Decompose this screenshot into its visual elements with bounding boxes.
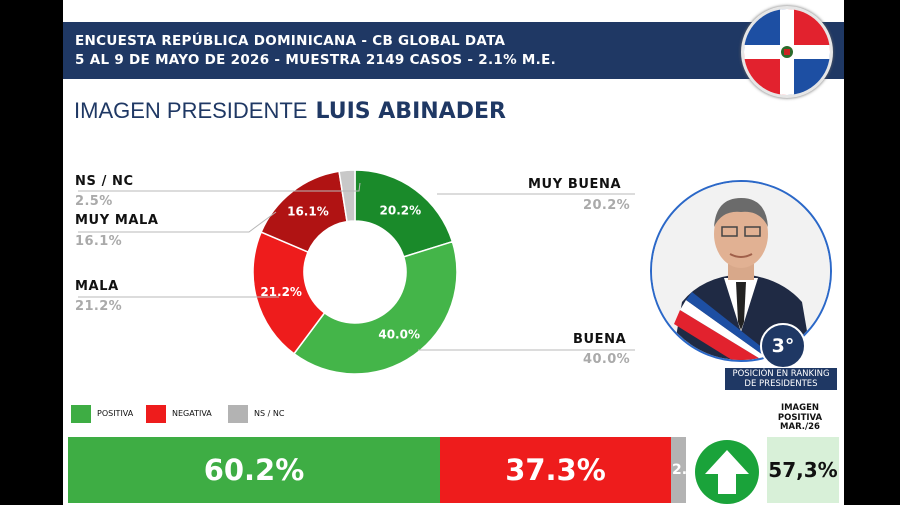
legend-swatch-ns-nc [228,405,248,423]
president-name: LUIS ABINADER [315,99,506,124]
donut-slice-label: 40.0% [378,327,420,341]
bar-segment-label: 2.5 [672,462,686,478]
leader-muy-mala [78,211,277,233]
value-mala: 21.2% [75,299,123,314]
value-ns-nc: 2.5% [75,194,113,209]
bar-segment-label: 60.2% [203,453,305,487]
label-buena: BUENA [573,332,627,347]
survey-title: ENCUESTA REPÚBLICA DOMINICANA - CB GLOBA… [75,33,506,49]
donut-slice-ns-nc [338,169,356,223]
ranking-caption-line1: POSICIÓN EN RANKING [732,369,830,379]
ranking-badge: 3° [760,323,806,369]
donut-slice-label: 16.1% [287,205,329,219]
infographic: ENCUESTA REPÚBLICA DOMINICANA - CB GLOBA… [63,0,844,505]
survey-details: 5 AL 9 DE MAYO DE 2026 - MUESTRA 2149 CA… [75,52,557,68]
label-muy-buena: MUY BUENA [528,177,622,192]
donut-slice-buena [292,240,458,375]
label-mala: MALA [75,279,119,294]
legend-label-negativa: NEGATIVA [172,409,212,418]
arrow-up-icon [695,440,759,504]
header-banner: ENCUESTA REPÚBLICA DOMINICANA - CB GLOBA… [63,22,844,79]
imagen-positiva-line2: POSITIVA [777,412,823,423]
legend-swatch-negativa [146,405,166,423]
imagen-positiva-line3: MAR./26 [780,422,820,432]
donut-slice-label: 21.2% [260,285,302,299]
value-muy-buena: 20.2% [583,198,631,213]
ranking-caption-line2: DE PRESIDENTES [744,379,818,389]
bar-segment-negativa: 37.3% [440,437,671,503]
label-muy-mala: MUY MALA [75,213,159,228]
donut-slice-label: 20.2% [380,203,422,217]
bar-segment-ns-nc: 2.5 [671,437,686,503]
label-ns-nc: NS / NC [75,174,134,189]
imagen-positiva-caption: IMAGEN POSITIVA MAR./26 [765,403,835,433]
legend-label-ns-nc: NS / NC [254,409,285,418]
value-buena: 40.0% [583,352,631,367]
donut-slice-mala [252,231,326,355]
page-title: IMAGEN PRESIDENTE LUIS ABINADER [74,98,506,124]
legend-label-positiva: POSITIVA [97,409,134,418]
legend-swatch-positiva [71,405,91,423]
imagen-positiva-value: 57,3% [767,437,839,503]
bar-segment-label: 37.3% [505,453,606,487]
title-prefix: IMAGEN PRESIDENTE [74,98,308,123]
donut-slice-muy-buena [354,169,454,258]
ranking-caption: POSICIÓN EN RANKING DE PRESIDENTES [725,368,837,390]
value-muy-mala: 16.1% [75,234,123,249]
imagen-positiva-line1: IMAGEN [780,403,820,413]
president-portrait [650,180,832,362]
bar-segment-positiva: 60.2% [68,437,440,503]
donut-chart: 20.2% 40.0% 21.2% 16.1% [78,169,635,375]
leader-ns-nc [78,182,361,192]
